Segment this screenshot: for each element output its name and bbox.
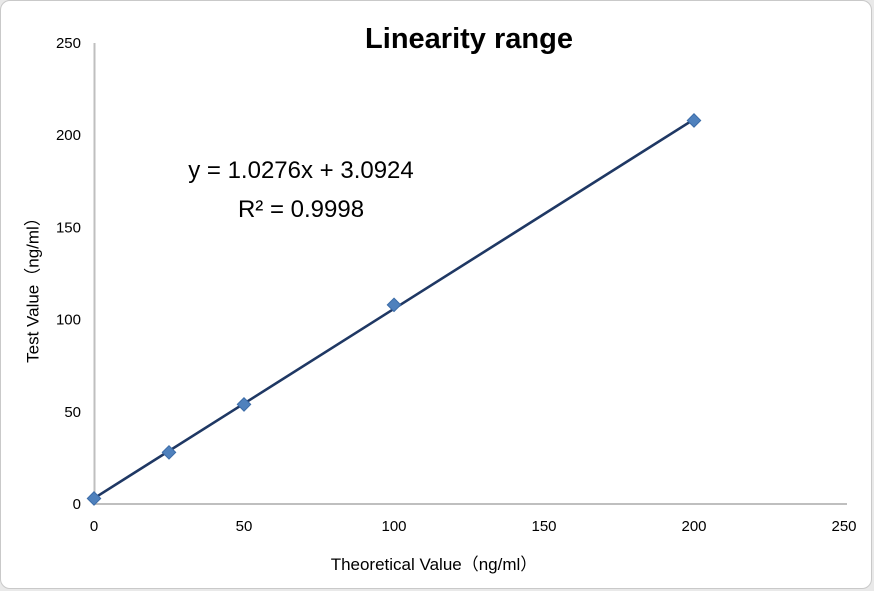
chart-title: Linearity range: [365, 23, 573, 55]
r-squared-text: R² = 0.9998: [237, 196, 365, 223]
x-tick-label: 100: [381, 518, 406, 535]
data-point-marker: [86, 491, 102, 506]
x-tick-label: 200: [681, 518, 706, 535]
x-tick-label: 0: [90, 518, 98, 535]
trendline-equation-text: y = 1.0276x + 3.0924: [188, 157, 414, 184]
data-point-marker: [161, 444, 177, 460]
y-tick-label: 50: [64, 404, 81, 421]
y-tick-label: 200: [56, 127, 81, 144]
y-tick-label: 250: [56, 35, 81, 52]
x-tick-label: 150: [531, 518, 556, 535]
y-tick-label: 150: [56, 219, 81, 236]
data-point-marker: [686, 113, 702, 128]
x-tick-label: 250: [831, 518, 856, 535]
y-tick-label: 100: [56, 312, 81, 329]
x-tick-label: 50: [236, 518, 253, 535]
x-axis-title: Theoretical Value（ng/ml）: [330, 555, 538, 574]
data-point-marker: [386, 297, 402, 313]
y-tick-label: 0: [73, 496, 81, 513]
data-point-marker: [236, 397, 252, 412]
trendline-annotation: y = 1.0276x + 3.0924 R² = 0.9998: [136, 151, 466, 229]
